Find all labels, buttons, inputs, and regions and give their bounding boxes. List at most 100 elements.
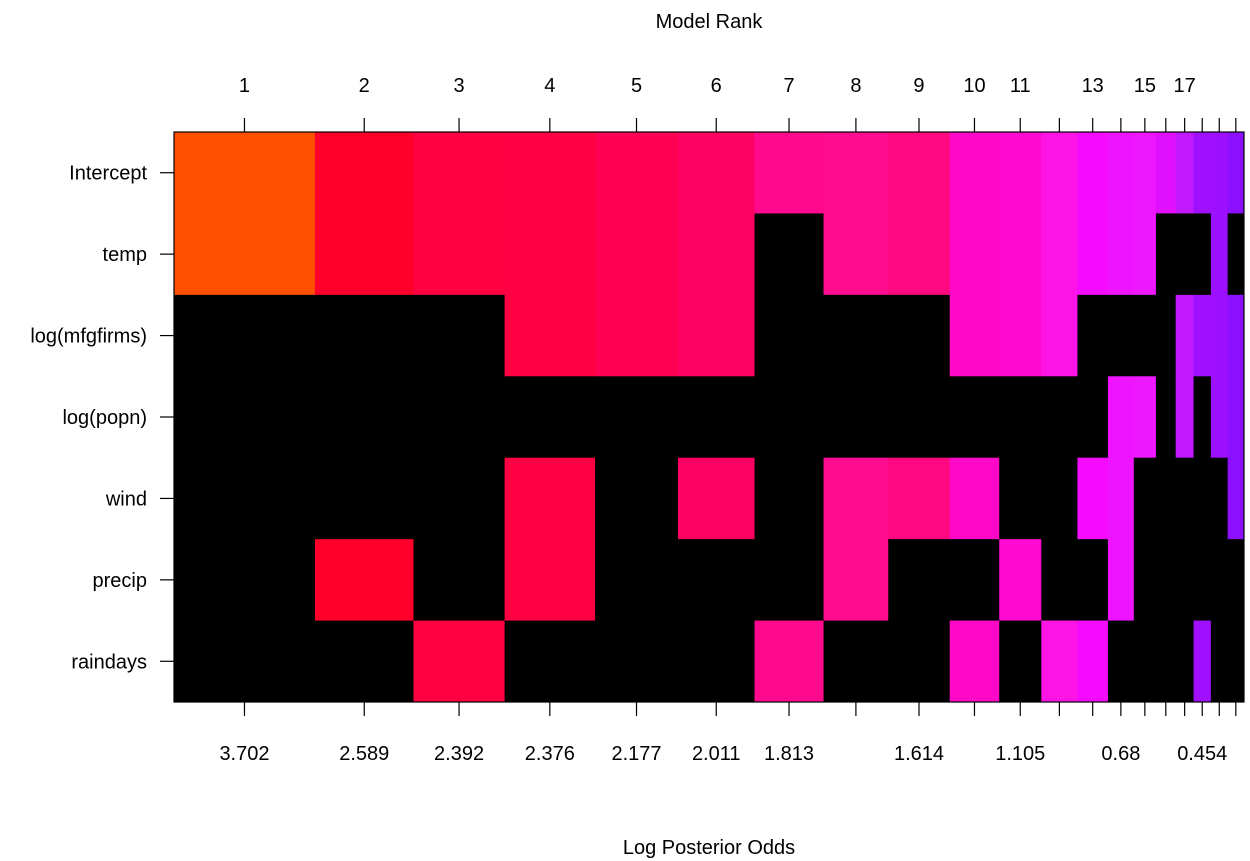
- y-tick-label: log(popn): [62, 407, 147, 429]
- heatmap-cell: [754, 132, 824, 214]
- heatmap-cell: [1107, 620, 1135, 703]
- rank-tick-label: 15: [1134, 75, 1156, 97]
- rank-tick-label: 8: [850, 75, 861, 97]
- heatmap-cell: [1133, 620, 1157, 703]
- odds-tick-label: 1.813: [764, 743, 814, 765]
- heatmap-cell: [949, 132, 1000, 214]
- odds-tick-label: 2.589: [339, 743, 389, 765]
- heatmap-cell: [823, 132, 889, 214]
- top-axis-title: Model Rank: [656, 11, 764, 33]
- heatmap-cell: [677, 539, 755, 621]
- heatmap-cell: [595, 457, 679, 540]
- rank-tick-label: 3: [453, 75, 464, 97]
- heatmap-cell: [754, 213, 824, 296]
- heatmap-cell: [1133, 132, 1157, 214]
- heatmap-cell: [999, 620, 1042, 703]
- heatmap-cell: [1175, 132, 1194, 214]
- heatmap-cell: [314, 457, 414, 540]
- heatmap-cell: [754, 294, 824, 377]
- heatmap-cell: [1210, 376, 1229, 459]
- heatmap-cell: [1107, 294, 1135, 377]
- heatmap-cell: [677, 620, 755, 703]
- heatmap-cell: [949, 620, 1000, 703]
- heatmap-cell: [754, 376, 824, 459]
- rank-tick-label: 5: [631, 75, 642, 97]
- heatmap-cell: [314, 539, 414, 621]
- heatmap-cell: [174, 620, 316, 703]
- log-posterior-odds-axis: 3.702 2.589 2.392 2.376 2.177 2.011 1.813 1.614…: [219, 702, 1237, 765]
- heatmap-cell: [677, 132, 755, 214]
- heatmap-cell: [1133, 539, 1157, 621]
- heatmap-cell: [1175, 457, 1194, 540]
- heatmap-cell: [504, 132, 596, 214]
- heatmap-cells: [174, 132, 1245, 703]
- heatmap-cell: [504, 294, 596, 377]
- heatmap-cell: [677, 457, 755, 540]
- heatmap-cell: [1155, 294, 1177, 377]
- heatmap-cell: [888, 376, 951, 459]
- heatmap-cell: [754, 620, 824, 703]
- heatmap-cell: [504, 620, 596, 703]
- heatmap-cell: [888, 457, 951, 540]
- heatmap-cell: [999, 376, 1042, 459]
- heatmap-cell: [754, 539, 824, 621]
- heatmap-cell: [1107, 132, 1135, 214]
- heatmap-cell: [174, 457, 316, 540]
- odds-tick-label: 2.011: [692, 743, 741, 765]
- heatmap-cell: [504, 539, 596, 621]
- heatmap-cell: [1210, 294, 1229, 377]
- odds-tick-label: 0.68: [1101, 743, 1140, 765]
- rank-tick-label: 7: [783, 75, 794, 97]
- heatmap-cell: [595, 620, 679, 703]
- heatmap-cell: [1210, 620, 1229, 703]
- heatmap-cell: [1193, 376, 1212, 459]
- heatmap-cell: [1077, 620, 1109, 703]
- heatmap-cell: [413, 132, 505, 214]
- heatmap-cell: [1193, 620, 1212, 703]
- heatmap-cell: [823, 213, 889, 296]
- heatmap-cell: [1227, 539, 1245, 621]
- heatmap-cell: [1193, 294, 1212, 377]
- heatmap-cell: [1210, 213, 1229, 296]
- y-tick-label: log(mfgfirms): [30, 326, 147, 348]
- heatmap-cell: [1133, 376, 1157, 459]
- heatmap-cell: [888, 132, 951, 214]
- heatmap-cell: [174, 294, 316, 377]
- rank-tick-label: 11: [1010, 75, 1031, 97]
- heatmap-cell: [1227, 620, 1245, 703]
- heatmap-cell: [1155, 539, 1177, 621]
- heatmap-cell: [823, 620, 889, 703]
- heatmap-cell: [677, 376, 755, 459]
- heatmap-cell: [595, 132, 679, 214]
- odds-tick-label: 2.392: [434, 743, 484, 765]
- rank-tick-label: 2: [359, 75, 370, 97]
- heatmap-cell: [1077, 213, 1109, 296]
- rank-tick-label: 6: [711, 75, 722, 97]
- heatmap-cell: [1155, 213, 1177, 296]
- heatmap-cell: [1175, 620, 1194, 703]
- heatmap-cell: [413, 376, 505, 459]
- odds-tick-label: 3.702: [219, 743, 269, 765]
- heatmap-cell: [1041, 213, 1078, 296]
- heatmap-cell: [504, 457, 596, 540]
- heatmap-cell: [1193, 213, 1212, 296]
- heatmap-cell: [1210, 539, 1229, 621]
- odds-tick-label: 1.614: [894, 743, 944, 765]
- heatmap-cell: [314, 620, 414, 703]
- heatmap-cell: [888, 620, 951, 703]
- heatmap-cell: [1227, 457, 1245, 540]
- heatmap-cell: [677, 213, 755, 296]
- heatmap-cell: [999, 457, 1042, 540]
- heatmap-cell: [999, 132, 1042, 214]
- heatmap-cell: [1155, 620, 1177, 703]
- model-rank-axis: 1 2 3 4 5 6 7 8 9 10 11 13 15 17: [239, 75, 1237, 132]
- heatmap-cell: [1107, 539, 1135, 621]
- heatmap-cell: [1133, 294, 1157, 377]
- odds-tick-label: 2.177: [611, 743, 661, 765]
- heatmap-cell: [999, 213, 1042, 296]
- heatmap-cell: [1210, 132, 1229, 214]
- heatmap-cell: [888, 294, 951, 377]
- odds-tick-label: 2.376: [525, 743, 575, 765]
- odds-tick-label: 0.454: [1177, 743, 1227, 765]
